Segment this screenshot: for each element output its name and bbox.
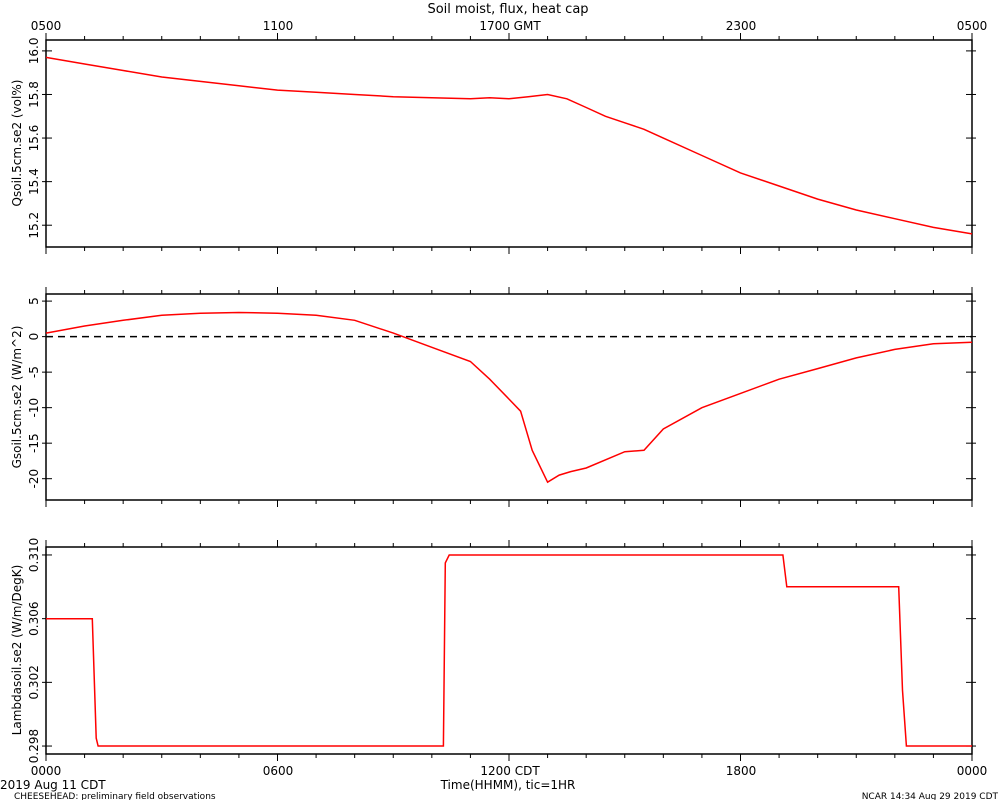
panel-frame [45, 293, 973, 501]
y-tick-label: 15.4 [27, 168, 41, 195]
footer-date: 2019 Aug 11 CDT [0, 778, 106, 792]
top-tick-label: 1700 GMT [479, 19, 541, 33]
y-tick-label: 15.2 [27, 212, 41, 239]
x-axis-label: Time(HHMM), tic=1HR [440, 778, 576, 792]
panel-soil-moisture: Qsoil.5cm.se2 (vol%) 15.2 15.4 15.6 15.8 16.… [10, 33, 976, 254]
y-axis-label: Lambdasoil.se2 (W/m/DegK) [10, 565, 24, 736]
y-tick-label: 0.306 [27, 601, 41, 635]
x-ticks [45, 33, 973, 254]
y-axis-label: Qsoil.5cm.se2 (vol%) [10, 80, 24, 207]
bottom-tick-label: 0000 [31, 764, 62, 778]
y-tick-label: -15 [27, 433, 41, 453]
y-tick-label: 0.302 [27, 665, 41, 699]
top-axis-labels: 0500 1100 1700 GMT 2300 0500 [31, 19, 988, 33]
footer-credit: NCAR 14:34 Aug 29 2019 CDT [862, 792, 999, 800]
bottom-tick-label: 0600 [263, 764, 294, 778]
y-tick-label: -10 [27, 398, 41, 418]
bottom-tick-label: 0000 [957, 764, 988, 778]
y-tick-label: -20 [27, 469, 41, 489]
bottom-axis-labels: 0000 0600 1200 CDT 1800 0000 Time(HHMM),… [31, 764, 988, 792]
panel-soil-heat-flux: Gsoil.5cm.se2 (W/m^2) 5 0 -5 -10 -15 -20 [10, 287, 976, 507]
bottom-tick-label: 1200 CDT [480, 764, 540, 778]
y-ticks: 5 0 -5 -10 -15 -20 [27, 297, 976, 488]
series-line-thermal-conductivity [46, 554, 972, 747]
y-ticks: 0.310 0.306 0.302 0.298 [27, 538, 976, 763]
top-tick-label: 0500 [957, 19, 988, 33]
panel-frame [45, 546, 973, 755]
x-ticks [45, 540, 973, 761]
top-tick-label: 2300 [726, 19, 757, 33]
footer-project: CHEESEHEAD: preliminary field observatio… [14, 792, 216, 800]
y-tick-label: 15.6 [27, 125, 41, 152]
y-ticks: 15.2 15.4 15.6 15.8 16.0 [27, 38, 976, 239]
y-tick-label: 0.310 [27, 538, 41, 572]
y-tick-label: 15.8 [27, 81, 41, 108]
y-tick-label: 16.0 [27, 38, 41, 65]
top-tick-label: 0500 [31, 19, 62, 33]
top-tick-label: 1100 [263, 19, 294, 33]
y-tick-label: 0 [27, 333, 41, 341]
y-axis-label: Gsoil.5cm.se2 (W/m^2) [10, 326, 24, 469]
series-line-soil-moisture [45, 56, 973, 235]
panel-thermal-conductivity: Lambdasoil.se2 (W/m/DegK) 0.310 0.306 0.30… [10, 538, 976, 763]
y-tick-label: -5 [27, 366, 41, 378]
series-line-soil-heat-flux [45, 311, 973, 484]
y-tick-label: 5 [27, 297, 41, 305]
chart-title: Soil moist, flux, heat cap [427, 2, 588, 17]
y-tick-label: 0.298 [27, 729, 41, 763]
x-ticks [45, 287, 973, 507]
bottom-tick-label: 1800 [726, 764, 757, 778]
panel-frame [45, 39, 973, 248]
